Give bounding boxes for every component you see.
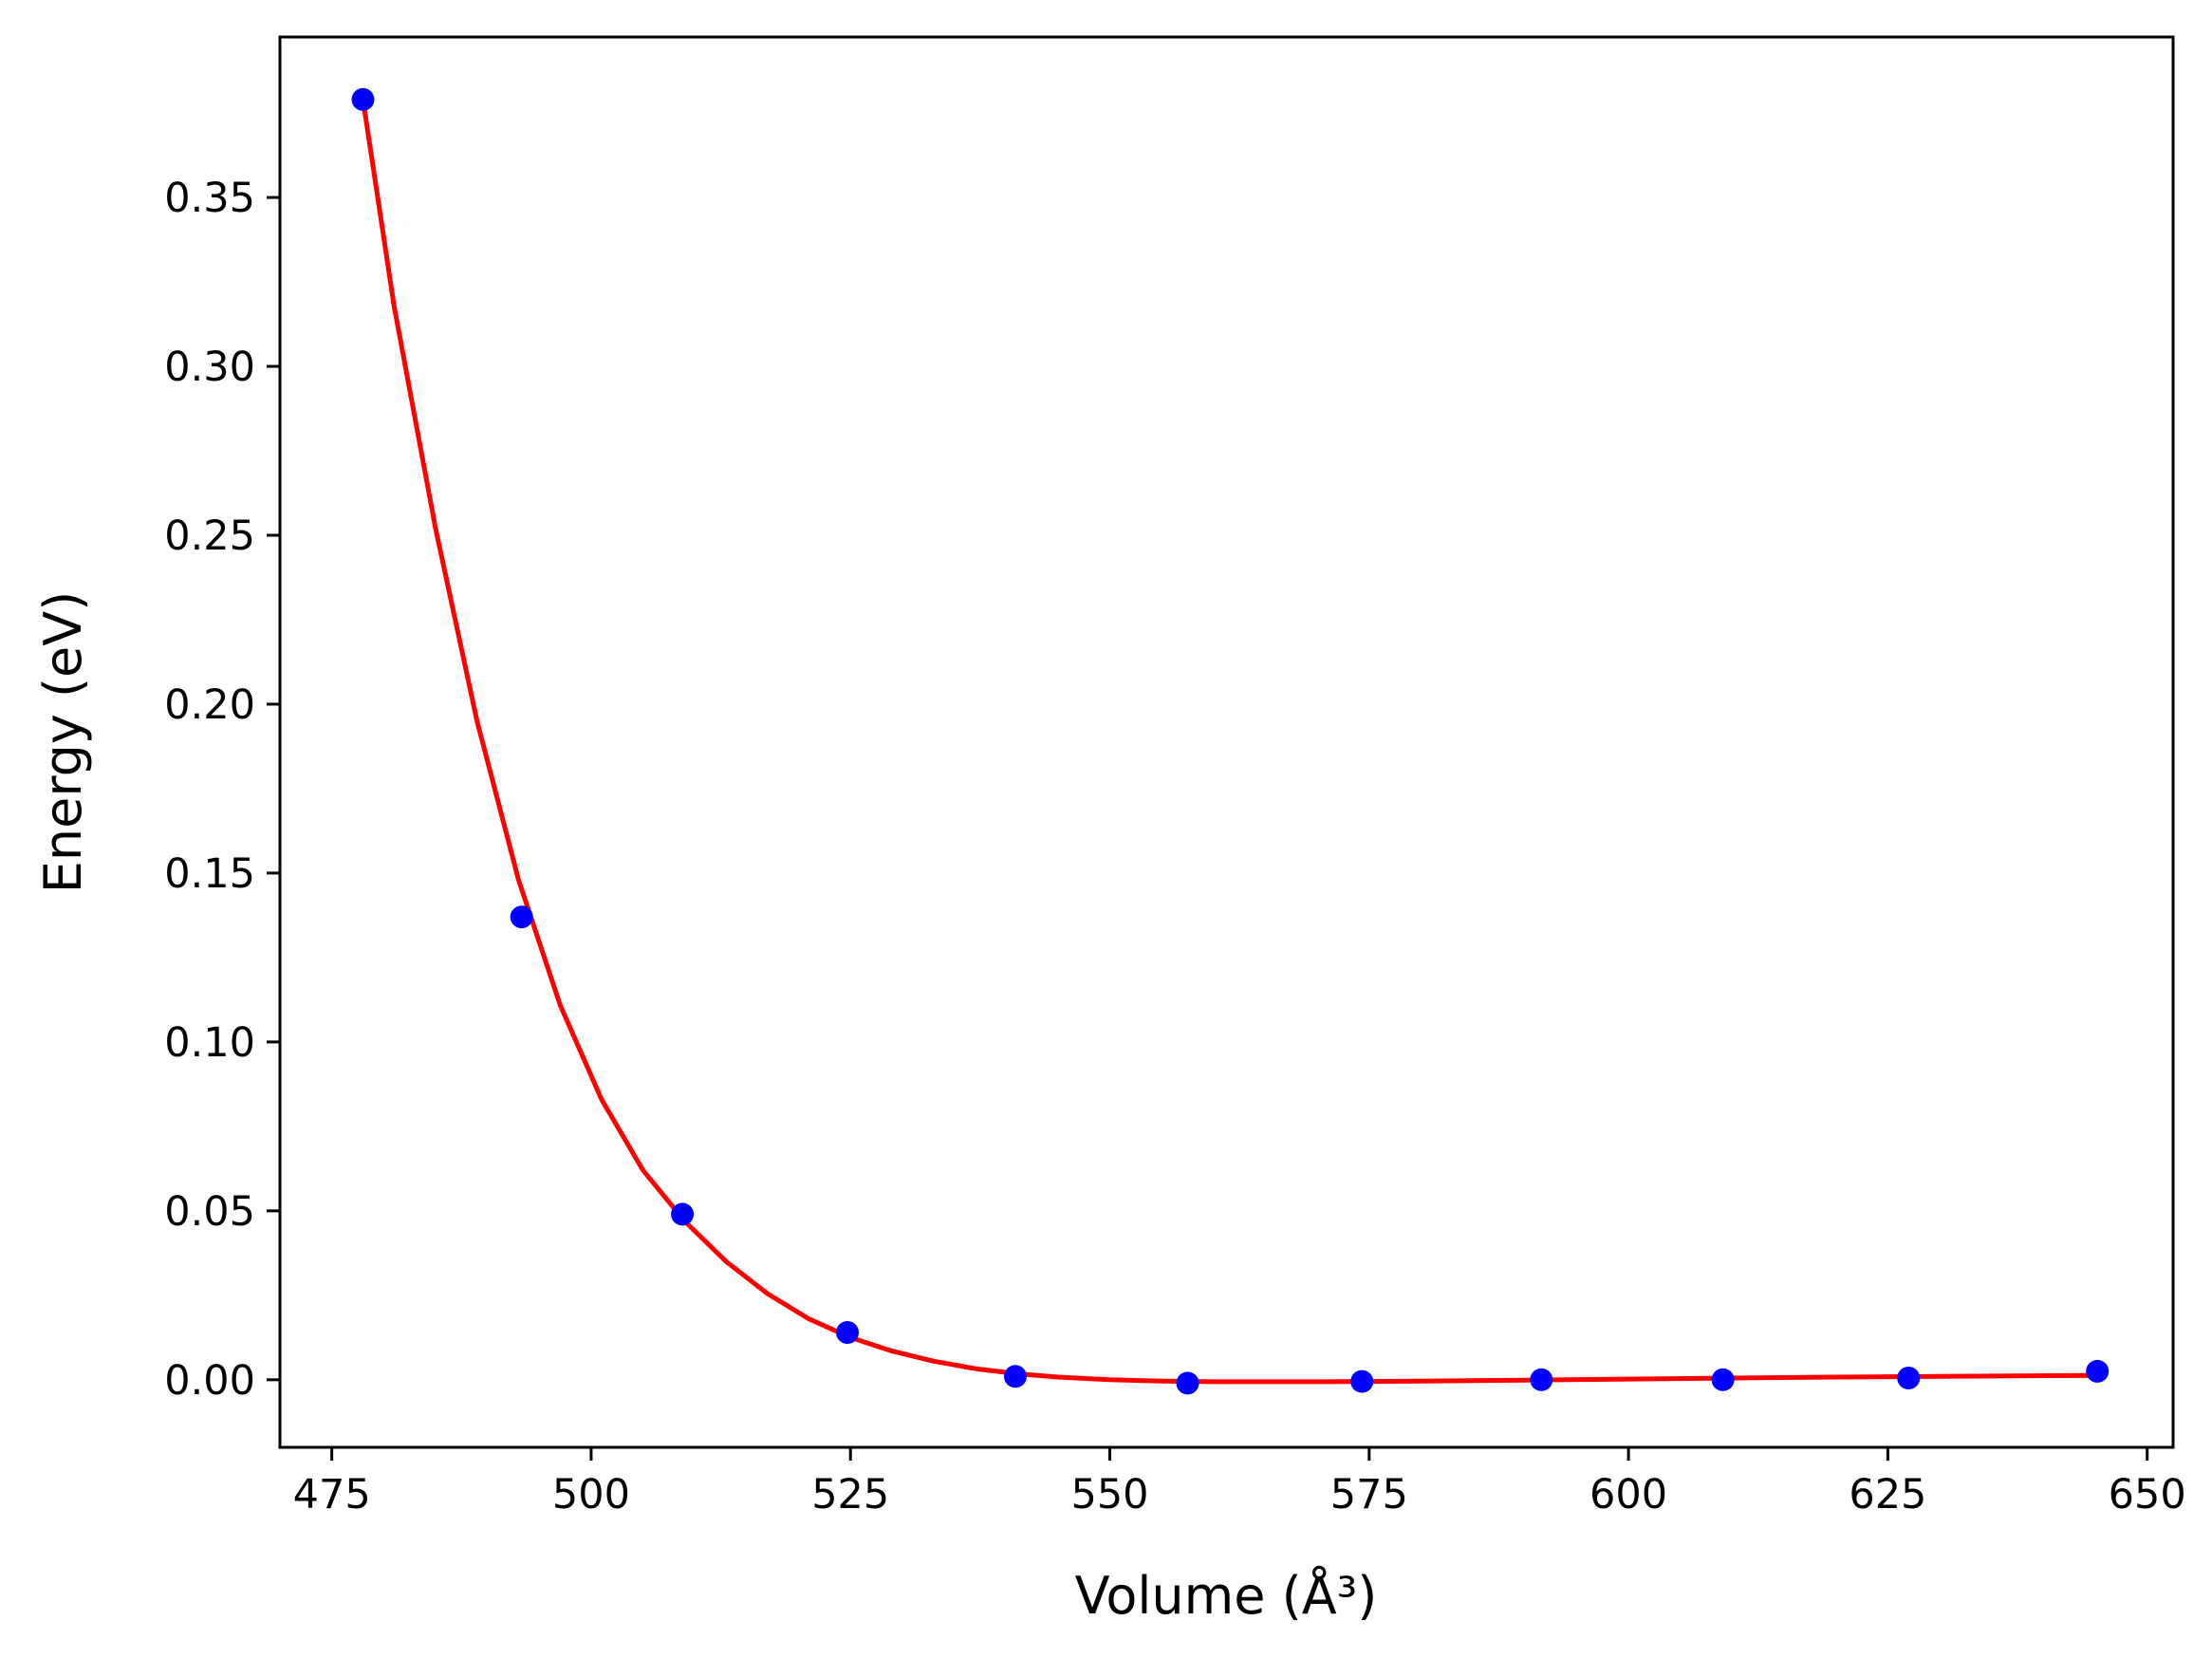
plot-frame	[278, 35, 2175, 1449]
y-axis-label: Energy (eV)	[33, 591, 93, 894]
x-tick-label: 625	[1849, 1471, 1926, 1518]
x-axis-label: Volume (Å³)	[1075, 1565, 1378, 1626]
y-tick-label: 0.30	[164, 344, 255, 391]
y-tick-label: 0.25	[164, 512, 255, 560]
x-tick-label: 525	[811, 1471, 889, 1518]
data-point	[671, 1202, 695, 1226]
data-point	[1530, 1368, 1553, 1391]
x-tick-label: 575	[1330, 1471, 1408, 1518]
x-tick-label: 600	[1589, 1471, 1667, 1518]
data-point	[836, 1321, 859, 1344]
y-axis: 0.00 0.05 0.10 0.15 0.20 0.25 0.30 0.35	[164, 175, 280, 1405]
plot-area	[351, 87, 2110, 1395]
x-tick-label: 500	[552, 1471, 630, 1518]
data-point	[1711, 1368, 1735, 1391]
x-axis: 475 500 525 550 575 600 625 650	[293, 1447, 2186, 1518]
y-tick-label: 0.20	[164, 681, 255, 729]
data-point	[351, 87, 375, 111]
data-point	[1350, 1369, 1374, 1393]
x-tick-label: 550	[1070, 1471, 1148, 1518]
data-point	[1004, 1365, 1027, 1388]
y-tick-label: 0.05	[164, 1188, 255, 1236]
x-tick-label: 475	[293, 1471, 371, 1518]
data-point	[510, 905, 533, 929]
data-point	[1897, 1367, 1921, 1389]
data-point	[1176, 1371, 1199, 1395]
y-tick-label: 0.35	[164, 175, 255, 222]
y-tick-label: 0.10	[164, 1019, 255, 1067]
y-tick-label: 0.00	[164, 1357, 255, 1405]
y-tick-label: 0.15	[164, 850, 255, 898]
x-tick-label: 650	[2109, 1471, 2186, 1518]
data-point	[2086, 1359, 2110, 1383]
fit-curve-line	[361, 97, 2100, 1385]
